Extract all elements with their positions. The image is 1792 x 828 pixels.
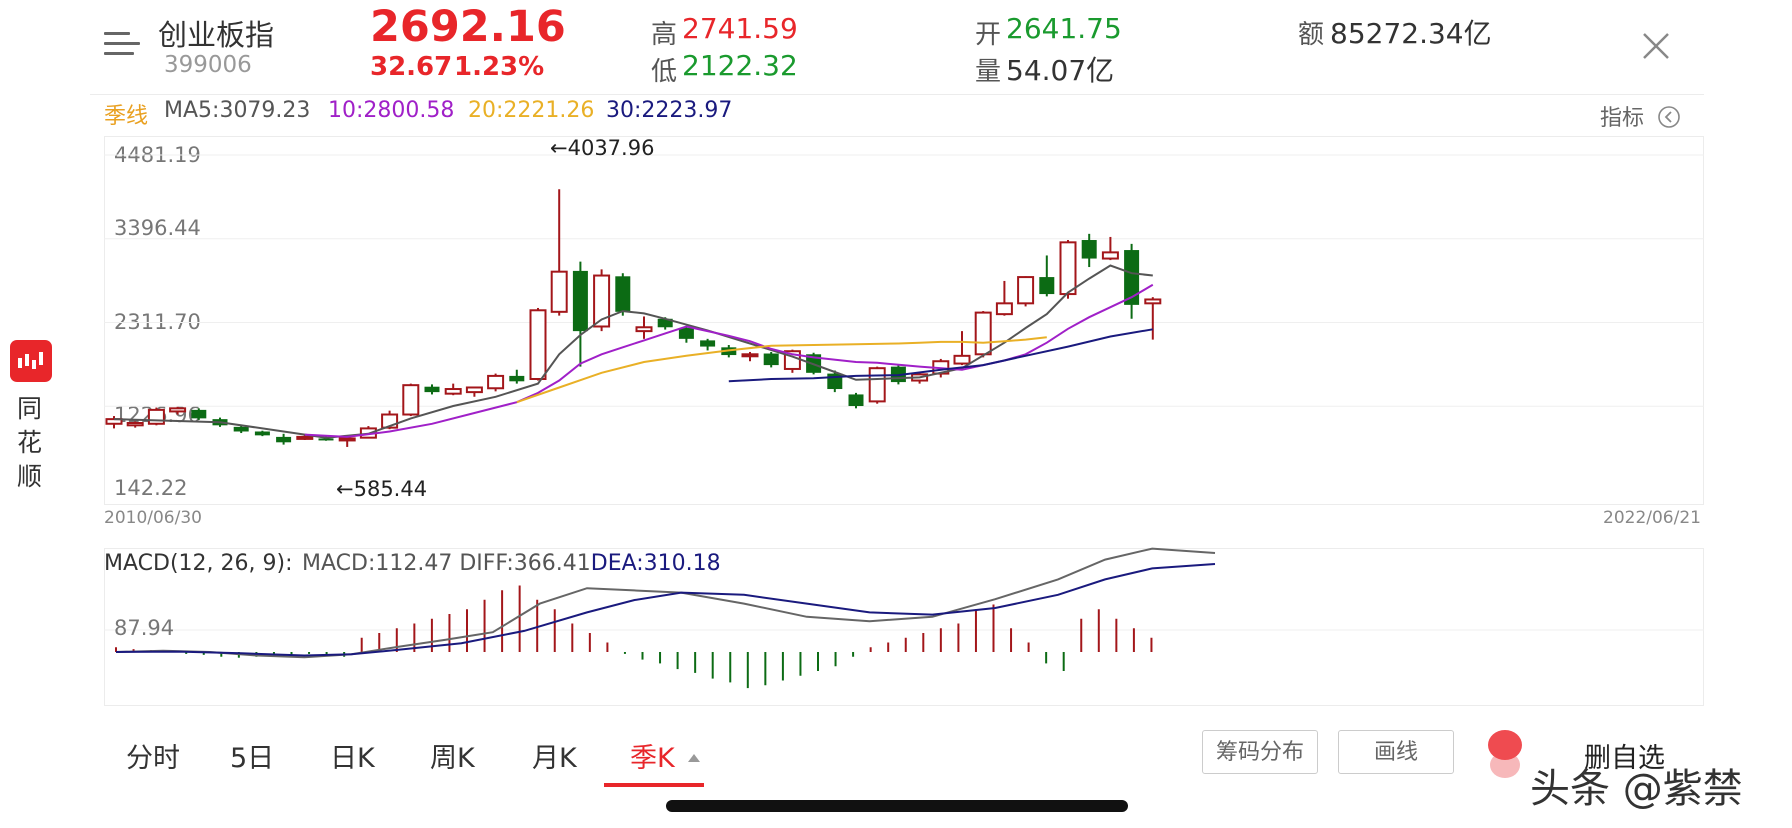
max-annotation: ←4037.96 bbox=[550, 136, 655, 160]
logo-text: 同花顺 bbox=[17, 394, 43, 491]
open-value: 2641.75 bbox=[1006, 12, 1122, 45]
tab-quarterly-k[interactable]: 季K bbox=[630, 736, 702, 775]
active-tab-underline bbox=[604, 783, 704, 787]
chip-distribution-button[interactable]: 筹码分布 bbox=[1202, 730, 1318, 774]
kline-chart-panel[interactable] bbox=[104, 136, 1704, 505]
current-price: 2692.16 bbox=[370, 2, 566, 52]
y-tick-label: 4481.19 bbox=[114, 143, 201, 167]
end-date-label: 2022/06/21 bbox=[1603, 508, 1701, 528]
index-name: 创业板指 bbox=[158, 18, 275, 52]
volume-value: 54.07亿 bbox=[1006, 54, 1115, 87]
tab-5day[interactable]: 5日 bbox=[230, 743, 275, 774]
menu-button[interactable] bbox=[104, 30, 140, 58]
macd-title: MACD(12, 26, 9): bbox=[104, 551, 293, 576]
macd-value: MACD:112.47 bbox=[302, 551, 453, 576]
price-change: 32.67 bbox=[370, 52, 453, 82]
ma5-value: MA5:3079.23 bbox=[164, 98, 311, 123]
y-tick-label: 2311.70 bbox=[114, 310, 201, 334]
header-divider bbox=[90, 94, 1704, 95]
amount-value: 85272.34亿 bbox=[1330, 17, 1492, 50]
high-label: 高 bbox=[651, 20, 678, 50]
tab-intraday[interactable]: 分时 bbox=[126, 743, 180, 774]
diff-value: DIFF:366.41 bbox=[459, 551, 591, 576]
tab-weekly-k[interactable]: 周K bbox=[430, 743, 475, 774]
tonghuashun-logo-icon[interactable] bbox=[10, 340, 52, 382]
high-value: 2741.59 bbox=[682, 12, 798, 45]
index-code: 399006 bbox=[164, 52, 252, 78]
remove-watchlist-button[interactable]: 删自选 bbox=[1584, 743, 1665, 774]
low-label: 低 bbox=[651, 57, 678, 87]
start-date-label: 2010/06/30 bbox=[104, 508, 202, 528]
ma10-value: 10:2800.58 bbox=[328, 98, 455, 123]
tab-monthly-k[interactable]: 月K bbox=[532, 743, 577, 774]
ma30-value: 30:2223.97 bbox=[606, 98, 733, 123]
draw-line-button[interactable]: 画线 bbox=[1338, 730, 1454, 774]
macd-y-tick: 87.94 bbox=[114, 616, 175, 640]
tab-daily-k[interactable]: 日K bbox=[330, 743, 375, 774]
home-indicator bbox=[666, 800, 1128, 812]
min-annotation: ←585.44 bbox=[336, 477, 428, 501]
period-label: 季线 bbox=[104, 104, 149, 129]
volume-label: 量 bbox=[975, 57, 1002, 87]
amount-label: 额 bbox=[1298, 20, 1325, 50]
low-value: 2122.32 bbox=[682, 49, 798, 82]
dea-value: DEA:310.18 bbox=[590, 551, 721, 576]
indicator-button[interactable]: 指标 bbox=[1600, 100, 1681, 132]
watermark: 头条 @紫禁 bbox=[1530, 766, 1743, 812]
tab-quarterly-k-label: 季K bbox=[630, 743, 675, 774]
y-tick-label: 1226.96 bbox=[114, 403, 201, 427]
caret-up-icon bbox=[688, 754, 701, 762]
watchlist-toggle-icon[interactable] bbox=[1488, 730, 1522, 760]
ma20-value: 20:2221.26 bbox=[468, 98, 595, 123]
indicator-label: 指标 bbox=[1600, 106, 1645, 131]
close-icon[interactable] bbox=[1640, 30, 1672, 62]
y-tick-label: 142.22 bbox=[114, 476, 188, 500]
y-tick-label: 3396.44 bbox=[114, 216, 201, 240]
price-change-pct: 1.23% bbox=[454, 52, 545, 82]
macd-values: MACD:112.47 DIFF:366.41DEA:310.18 bbox=[302, 551, 721, 576]
chevron-left-circle-icon bbox=[1658, 106, 1680, 128]
open-label: 开 bbox=[975, 20, 1002, 50]
